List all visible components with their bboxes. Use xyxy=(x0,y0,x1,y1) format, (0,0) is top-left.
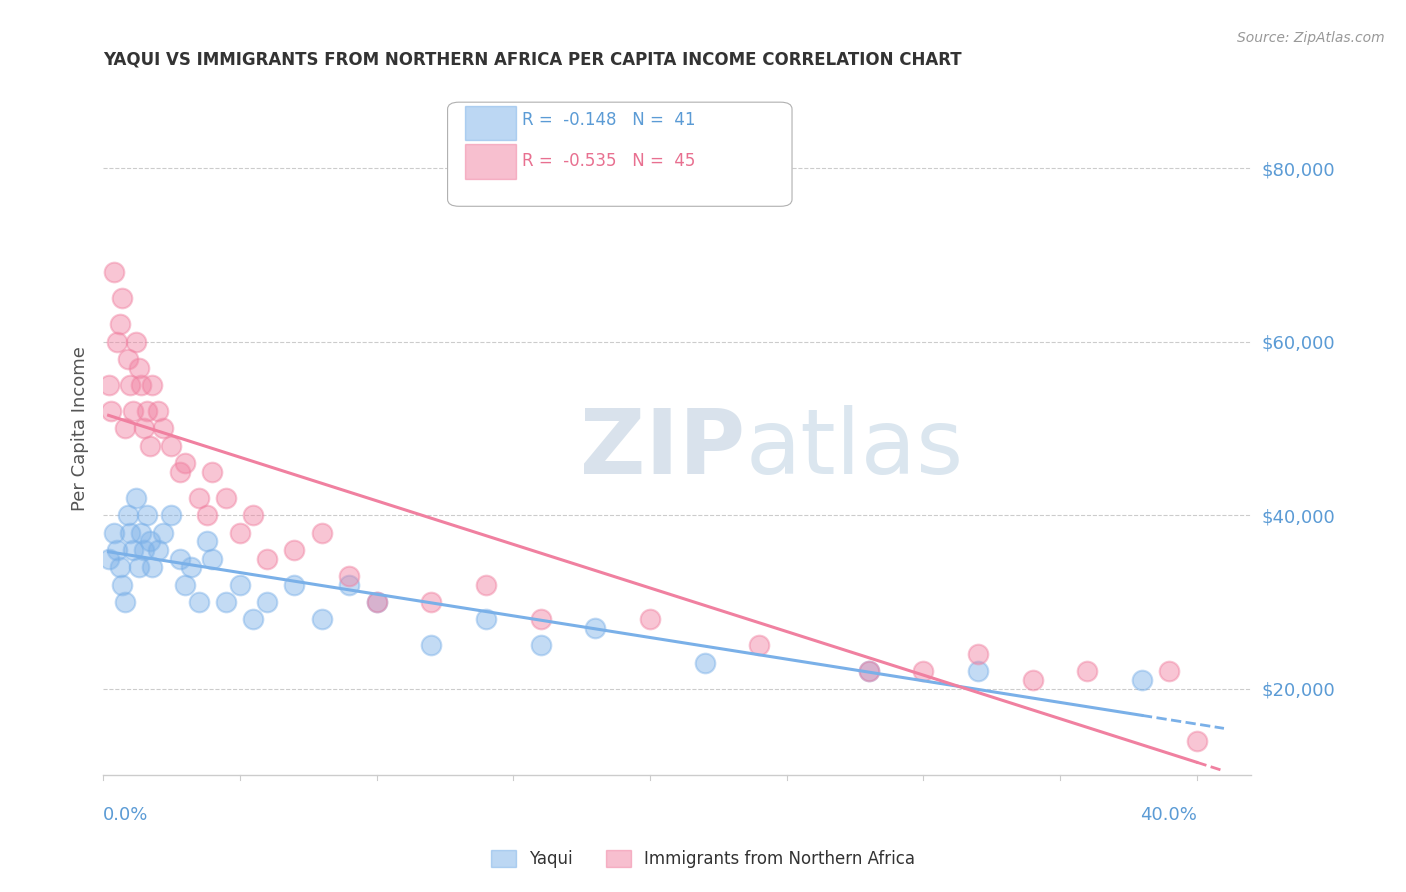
Point xyxy=(283,577,305,591)
Point xyxy=(283,542,305,557)
Point xyxy=(160,439,183,453)
Point xyxy=(195,534,218,549)
Point xyxy=(152,421,174,435)
Point xyxy=(366,595,388,609)
Point xyxy=(108,560,131,574)
Point xyxy=(141,560,163,574)
Point xyxy=(128,560,150,574)
Point xyxy=(311,525,333,540)
Point xyxy=(103,265,125,279)
Point xyxy=(242,508,264,523)
Point xyxy=(134,542,156,557)
Point xyxy=(97,378,120,392)
FancyBboxPatch shape xyxy=(465,105,516,140)
Point xyxy=(229,577,252,591)
Point xyxy=(114,595,136,609)
Point xyxy=(337,569,360,583)
Point xyxy=(256,551,278,566)
Point xyxy=(120,378,142,392)
Point xyxy=(1076,665,1098,679)
Point xyxy=(138,439,160,453)
Point xyxy=(169,465,191,479)
Point xyxy=(103,525,125,540)
Point xyxy=(134,421,156,435)
Point xyxy=(475,612,498,626)
Point xyxy=(122,542,145,557)
Legend: Yaqui, Immigrants from Northern Africa: Yaqui, Immigrants from Northern Africa xyxy=(484,843,922,875)
Point xyxy=(114,421,136,435)
Point xyxy=(146,404,169,418)
Point xyxy=(111,577,134,591)
Point xyxy=(117,351,139,366)
Point xyxy=(117,508,139,523)
Text: 40.0%: 40.0% xyxy=(1140,805,1197,824)
Point xyxy=(337,577,360,591)
Point xyxy=(967,665,990,679)
Point xyxy=(187,595,209,609)
Point xyxy=(912,665,935,679)
Point xyxy=(1159,665,1181,679)
Point xyxy=(111,291,134,305)
FancyBboxPatch shape xyxy=(465,144,516,178)
Point xyxy=(152,525,174,540)
Point xyxy=(201,465,224,479)
Point xyxy=(583,621,606,635)
Point xyxy=(128,360,150,375)
Point xyxy=(201,551,224,566)
Point xyxy=(1130,673,1153,687)
Point xyxy=(529,638,551,652)
Point xyxy=(174,577,197,591)
Point xyxy=(141,378,163,392)
Point xyxy=(311,612,333,626)
Text: R =  -0.148   N =  41: R = -0.148 N = 41 xyxy=(522,111,696,128)
Point xyxy=(97,551,120,566)
Point xyxy=(108,318,131,332)
Text: R =  -0.535   N =  45: R = -0.535 N = 45 xyxy=(522,153,696,170)
Point xyxy=(135,508,157,523)
Point xyxy=(131,378,153,392)
Point xyxy=(125,491,148,505)
Point xyxy=(420,638,443,652)
Point xyxy=(180,560,202,574)
Point xyxy=(105,334,128,349)
Point xyxy=(122,404,145,418)
FancyBboxPatch shape xyxy=(447,103,792,206)
Point xyxy=(858,665,880,679)
Point xyxy=(242,612,264,626)
Point xyxy=(215,595,238,609)
Point xyxy=(174,456,197,470)
Point xyxy=(693,656,716,670)
Point xyxy=(105,542,128,557)
Point xyxy=(160,508,183,523)
Text: 0.0%: 0.0% xyxy=(103,805,149,824)
Point xyxy=(748,638,770,652)
Point xyxy=(138,534,160,549)
Point xyxy=(131,525,153,540)
Point xyxy=(120,525,142,540)
Point xyxy=(1185,733,1208,747)
Point xyxy=(420,595,443,609)
Point xyxy=(1021,673,1043,687)
Point xyxy=(366,595,388,609)
Point xyxy=(125,334,148,349)
Point xyxy=(215,491,238,505)
Point xyxy=(195,508,218,523)
Point xyxy=(229,525,252,540)
Point xyxy=(100,404,122,418)
Point xyxy=(967,647,990,661)
Text: ZIP: ZIP xyxy=(579,405,745,493)
Point xyxy=(256,595,278,609)
Text: Source: ZipAtlas.com: Source: ZipAtlas.com xyxy=(1237,31,1385,45)
Point xyxy=(169,551,191,566)
Y-axis label: Per Capita Income: Per Capita Income xyxy=(72,346,89,511)
Point xyxy=(638,612,661,626)
Point xyxy=(187,491,209,505)
Point xyxy=(529,612,551,626)
Text: YAQUI VS IMMIGRANTS FROM NORTHERN AFRICA PER CAPITA INCOME CORRELATION CHART: YAQUI VS IMMIGRANTS FROM NORTHERN AFRICA… xyxy=(103,51,962,69)
Point xyxy=(858,665,880,679)
Point xyxy=(146,542,169,557)
Point xyxy=(475,577,498,591)
Point xyxy=(135,404,157,418)
Text: atlas: atlas xyxy=(747,405,965,493)
